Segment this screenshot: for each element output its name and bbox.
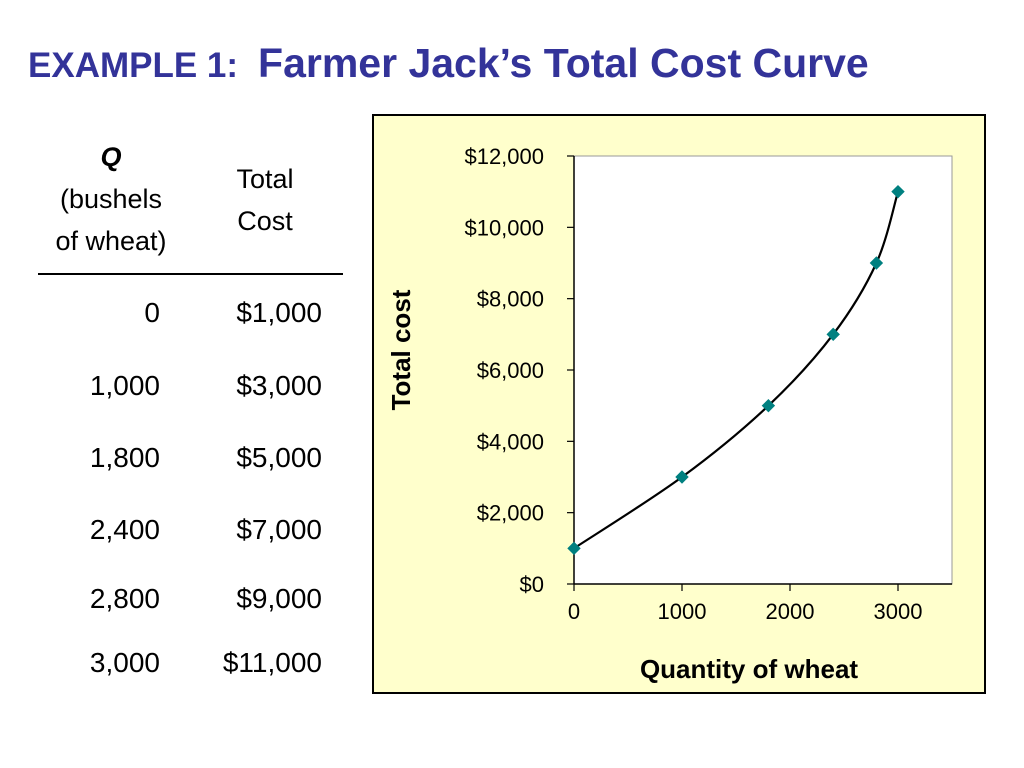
x-tick-label: 0 [568, 599, 580, 624]
slide-title-main: Farmer Jack’s Total Cost Curve [258, 40, 869, 86]
y-tick-label: $0 [520, 572, 544, 597]
table-cell-quantity: 1,800 [89, 442, 160, 473]
x-ticks: 0 1000 2000 3000 [568, 584, 923, 624]
table-header-total-cost: Total Cost [200, 158, 330, 242]
quantity-unit-line2: of wheat) [55, 226, 167, 256]
table-header-quantity: Q (bushels of wheat) [36, 136, 186, 262]
y-tick-label: $4,000 [477, 429, 544, 454]
data-point-marker [891, 184, 905, 199]
y-tick-label: $8,000 [477, 287, 544, 312]
y-ticks: $0 $2,000 $4,000 $6,000 $8,000 $10,000 $12,000 [464, 144, 574, 597]
data-point-marker [826, 327, 840, 342]
x-tick-label: 2000 [766, 599, 815, 624]
y-tick-label: $6,000 [477, 358, 544, 383]
y-tick-label: $12,000 [464, 144, 544, 169]
total-cost-header-line1: Total [236, 164, 294, 194]
table-cell-cost: $9,000 [236, 583, 322, 614]
table-cell-quantity: 2,800 [89, 583, 160, 614]
table-cell-cost: $7,000 [236, 514, 322, 545]
data-point-marker [567, 541, 581, 556]
total-cost-header-line2: Cost [237, 206, 293, 236]
table-cell-cost: $11,000 [222, 647, 322, 678]
table-cell-quantity: 0 [144, 297, 160, 328]
total-cost-chart: $0 $2,000 $4,000 $6,000 $8,000 $10,000 $12,000… [386, 144, 953, 684]
table-cell-quantity: 3,000 [89, 647, 160, 678]
y-tick-label: $2,000 [477, 501, 544, 526]
table-cell-cost: $1,000 [236, 297, 322, 328]
plot-area [573, 155, 953, 585]
quantity-symbol: Q [100, 142, 122, 172]
y-axis-title: Total cost [386, 289, 416, 410]
series-total-cost [567, 184, 905, 556]
data-point-marker [869, 256, 884, 270]
x-tick-label: 1000 [658, 599, 707, 624]
y-tick-label: $10,000 [464, 215, 544, 240]
table-cell-quantity: 2,400 [89, 514, 160, 545]
data-point-marker [761, 398, 776, 413]
table-cell-cost: $5,000 [236, 442, 322, 473]
table-cell-cost: $3,000 [236, 370, 322, 401]
quantity-unit-line1: (bushels [59, 184, 163, 214]
data-point-marker [675, 470, 689, 484]
table-cell-quantity: 1,000 [89, 370, 160, 401]
slide-title: EXAMPLE 1: Farmer Jack’s Total Cost Curve [28, 40, 869, 87]
x-tick-label: 3000 [874, 599, 923, 624]
x-axis-title: Quantity of wheat [640, 654, 858, 684]
table-header-rule [38, 273, 343, 275]
slide-title-prefix: EXAMPLE 1: [28, 46, 239, 85]
